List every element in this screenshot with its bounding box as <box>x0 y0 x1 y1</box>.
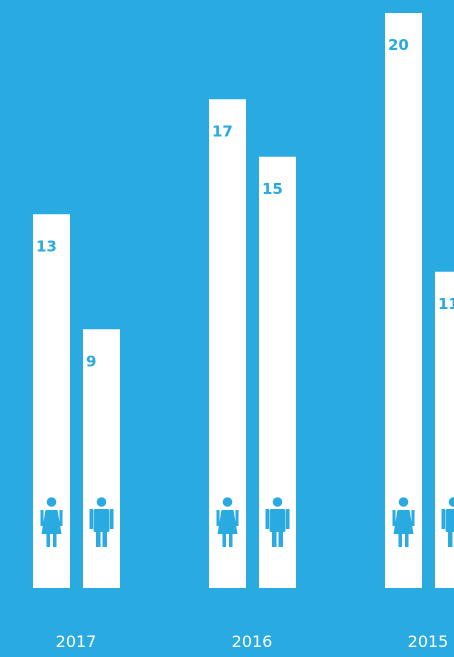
bar-value-label: 15 <box>262 180 283 198</box>
male-person-icon <box>441 497 454 547</box>
female-person-icon <box>392 497 415 547</box>
bar-value-label: 13 <box>36 237 57 255</box>
bar-group-2017: 13 9 <box>33 214 120 588</box>
bar-value-label: 9 <box>86 352 96 370</box>
bar-2015-male <box>435 271 454 588</box>
year-tick-label: 2016 <box>232 632 273 651</box>
year-tick-label: 2015 <box>408 632 449 651</box>
female-person-icon <box>216 497 239 547</box>
bar-value-label: 17 <box>212 122 233 140</box>
bar-2017-male <box>83 329 120 588</box>
male-person-icon <box>265 497 290 547</box>
female-person-icon <box>40 497 63 547</box>
male-person-icon <box>89 497 114 547</box>
bar-2015-female <box>385 13 422 588</box>
year-tick-label: 2017 <box>56 632 97 651</box>
bar-value-label: 20 <box>388 36 409 54</box>
bar-value-label: 11 <box>438 295 454 313</box>
